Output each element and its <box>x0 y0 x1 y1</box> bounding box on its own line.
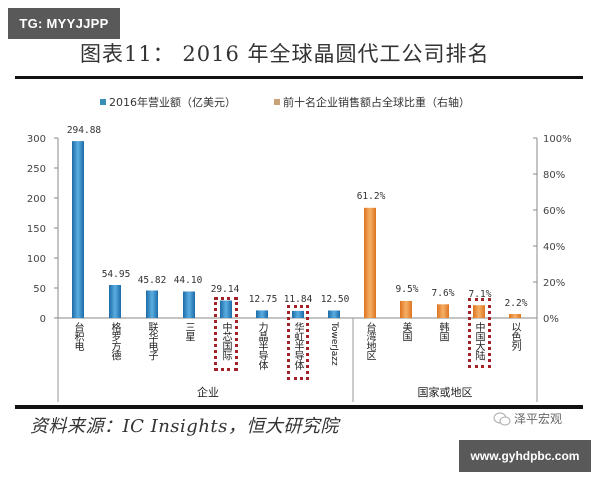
svg-text:200: 200 <box>27 194 46 205</box>
svg-text:20%: 20% <box>543 278 565 289</box>
svg-text:11.84: 11.84 <box>284 294 313 305</box>
svg-text:61.2%: 61.2% <box>357 191 386 202</box>
watermark-bottom-right: www.gyhdpbc.com <box>459 440 591 472</box>
wechat-account: 泽平宏观 <box>493 410 562 427</box>
svg-text:9.5%: 9.5% <box>396 284 419 295</box>
svg-text:29.14: 29.14 <box>211 284 240 295</box>
watermark-top-left: TG: MYYJJPP <box>8 8 120 39</box>
svg-text:80%: 80% <box>543 170 565 181</box>
svg-text:150: 150 <box>27 224 46 235</box>
legend-label: 2016年营业额（亿美元） <box>109 96 236 109</box>
category-label: 三星 <box>183 322 194 341</box>
svg-text:60%: 60% <box>543 206 565 217</box>
bar-umc <box>146 290 158 318</box>
revenue-bars <box>72 141 340 318</box>
svg-text:12.75: 12.75 <box>249 294 278 305</box>
svg-text:300: 300 <box>27 134 46 145</box>
bar-towerjazz <box>328 310 340 318</box>
share-value-labels: 61.2% 9.5% 7.6% 7.1% 2.2% <box>357 191 528 309</box>
right-axis <box>533 137 538 319</box>
legend-label: 前十名企业销售额占全球比重（右轴） <box>283 96 470 109</box>
category-label: 中芯国际 <box>220 322 231 360</box>
highlight-box-china-mainland <box>468 298 491 368</box>
legend-swatch-blue-icon <box>100 99 106 105</box>
svg-text:0: 0 <box>40 314 46 325</box>
category-label: 中国大陆 <box>473 322 484 360</box>
right-axis-ticks: 0% 20% 40% 60% 80% 100% <box>543 134 572 325</box>
svg-text:100%: 100% <box>543 134 572 145</box>
svg-text:12.50: 12.50 <box>321 294 350 305</box>
title-divider <box>15 76 583 79</box>
highlight-box-huahong <box>287 305 309 380</box>
svg-text:50: 50 <box>33 284 46 295</box>
group-label-regions: 国家或地区 <box>417 386 473 399</box>
svg-text:2.2%: 2.2% <box>505 298 528 309</box>
legend-item-share: 前十名企业销售额占全球比重（右轴） <box>274 94 470 110</box>
svg-text:45.82: 45.82 <box>138 275 167 286</box>
source-note: 资料来源：IC Insights，恒大研究院 <box>30 416 339 437</box>
svg-text:100: 100 <box>27 254 46 265</box>
svg-text:250: 250 <box>27 164 46 175</box>
svg-text:7.1%: 7.1% <box>469 289 492 300</box>
wechat-icon <box>493 412 511 425</box>
category-label: 以色列 <box>509 322 520 351</box>
revenue-value-labels: 294.88 54.95 45.82 44.10 29.14 12.75 11.… <box>67 125 350 305</box>
legend-swatch-orange-icon <box>274 99 280 105</box>
bottom-divider <box>15 405 583 409</box>
legend-item-revenue: 2016年营业额（亿美元） <box>100 94 236 110</box>
svg-text:54.95: 54.95 <box>102 269 131 280</box>
svg-text:294.88: 294.88 <box>67 125 102 136</box>
group-label-companies: 企业 <box>197 386 219 399</box>
bar-samsung <box>183 291 195 318</box>
left-axis-ticks: 0 50 100 150 200 250 300 <box>27 134 46 325</box>
bar-israel <box>509 314 521 318</box>
left-axis <box>54 137 59 319</box>
bar-korea <box>437 304 449 318</box>
bar-usa <box>400 300 412 318</box>
category-label: 台积电 <box>72 322 83 351</box>
bar-china-mainland <box>473 305 485 318</box>
bar-smic <box>220 300 232 318</box>
category-label: 韩国 <box>437 322 448 341</box>
category-label: TowerJazz <box>329 322 339 366</box>
bar-taiwan <box>364 207 376 318</box>
bar-tsmc <box>72 141 84 318</box>
group-separators <box>57 318 538 402</box>
highlight-box-smic <box>214 297 238 371</box>
category-label: 华虹半导体 <box>292 322 303 370</box>
category-label: 联华电子 <box>146 322 157 360</box>
svg-text:44.10: 44.10 <box>174 275 203 286</box>
svg-text:7.6%: 7.6% <box>432 288 455 299</box>
category-label: 台湾地区 <box>364 322 375 360</box>
bar-powerchip <box>256 310 268 318</box>
category-label: 力晶半导体 <box>256 322 267 370</box>
svg-text:40%: 40% <box>543 242 565 253</box>
wechat-account-name: 泽平宏观 <box>514 412 563 426</box>
share-bars <box>364 207 521 318</box>
category-label: 美国 <box>400 322 411 341</box>
category-label: 格罗方德 <box>109 322 120 360</box>
svg-text:0%: 0% <box>543 314 559 325</box>
chart-title: 图表11： 2016 年全球晶圆代工公司排名 <box>80 42 490 66</box>
bar-globalfoundries <box>109 285 121 318</box>
bar-huahong <box>292 310 304 318</box>
